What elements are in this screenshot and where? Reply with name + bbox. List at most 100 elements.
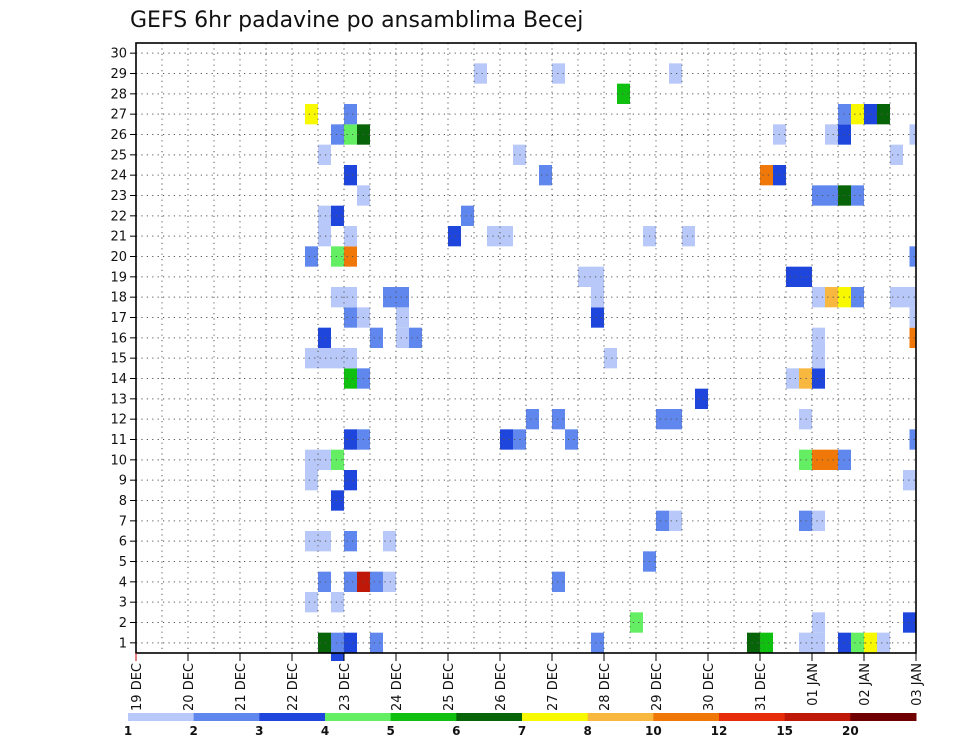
heatmap-cell [318,226,331,247]
heatmap-cell [799,632,812,653]
heatmap-cell [318,144,331,165]
heatmap-cell [909,307,916,328]
colorbar-segment [128,713,195,721]
y-tick-label: 2 [119,616,127,631]
y-tick-label: 16 [110,331,127,346]
colorbar-segment [850,713,917,721]
x-tick-label: 02 JAN [858,663,873,706]
heatmap-cell [383,571,396,592]
colorbar-label: 2 [189,724,197,738]
heatmap-cell [344,246,357,267]
x-tick-label: 29 DEC [650,663,665,711]
heatmap-cell [591,287,604,308]
heatmap-cell [851,185,864,206]
plot-frame [135,42,917,654]
heatmap-cell [331,449,344,470]
heatmap-cell [799,368,812,389]
y-axis: 1234567891011121314151617181920212223242… [110,47,136,651]
x-tick-label: 26 DEC [494,663,509,711]
x-tick-label: 24 DEC [390,663,405,711]
heatmap-cell [318,571,331,592]
chart-title: GEFS 6hr padavine po ansamblima Becej [130,8,583,33]
colorbar: 1 2 3 4 5 6 7 8 10 12 15 20 [124,713,917,738]
y-tick-label: 18 [110,291,127,306]
heatmap-cell [344,368,357,389]
x-axis: 19 DEC 20 DEC 21 DEC 22 DEC 23 DEC 24 DEC 25 D… [130,653,925,711]
heatmap-cell [565,429,578,450]
heatmap-cell [812,287,825,308]
heatmap-cell [812,632,825,653]
heatmap-cell [877,104,890,125]
heatmap-cell [591,632,604,653]
heatmap-cell [370,327,383,348]
heatmap-cell [396,327,409,348]
heatmap-cell [591,307,604,328]
colorbar-segment [456,713,523,721]
heatmap-cell [370,632,383,653]
heatmap-cell [799,449,812,470]
colorbar-segment [259,713,326,721]
heatmap-cell [344,165,357,186]
heatmap-cell [409,327,422,348]
heatmap-cell [591,266,604,287]
heatmap-cell [812,185,825,206]
y-tick-label: 11 [110,433,127,448]
heatmap-cell [812,449,825,470]
heatmap-cell [799,409,812,430]
x-tick-label: 22 DEC [286,663,301,711]
x-tick-label: 03 JAN [910,663,925,706]
heatmap-cell [909,429,916,450]
heatmap-cell [331,124,344,145]
y-tick-label: 13 [110,392,127,407]
colorbar-label: 20 [842,724,859,738]
x-tick-label: 31 DEC [754,663,769,711]
x-tick-label: 28 DEC [598,663,613,711]
heatmap-cell [305,531,318,552]
heatmap-cell [396,307,409,328]
y-tick-label: 23 [110,189,127,204]
y-tick-label: 10 [110,453,127,468]
y-tick-label: 1 [119,636,127,651]
heatmap-cell [370,571,383,592]
heatmap-cell [396,287,409,308]
heatmap-cell [552,409,565,430]
heatmap-cell [344,124,357,145]
heatmap-cell [604,348,617,369]
heatmap-cell [500,226,513,247]
heatmap-cell [331,490,344,511]
colorbar-segment [653,713,720,721]
y-tick-label: 22 [110,209,127,224]
y-tick-label: 19 [110,270,127,285]
y-tick-label: 26 [110,128,127,143]
heatmap-cell [344,429,357,450]
y-tick-label: 29 [110,67,127,82]
colorbar-segment [784,713,851,721]
heatmap-cell [344,104,357,125]
heatmap-cell [305,470,318,491]
heatmap-cell [474,63,487,84]
heatmap-cell [669,510,682,531]
heatmap-cell [331,205,344,226]
heatmap-cell [669,409,682,430]
y-tick-label: 27 [110,108,127,123]
y-tick-label: 14 [110,372,127,387]
heatmap-cell [305,348,318,369]
x-tick-label: 25 DEC [442,663,457,711]
heatmap-cell [903,470,916,491]
y-tick-label: 6 [119,535,127,550]
heatmap-cell [331,246,344,267]
heatmap-cell [799,266,812,287]
heatmap-cell [318,632,331,653]
heatmap-cell [305,592,318,613]
heatmap-cell [851,287,864,308]
y-tick-label: 21 [110,230,127,245]
heatmap-cell [344,531,357,552]
heatmap-cell [812,612,825,633]
heatmap-cell [318,348,331,369]
colorbar-segment [193,713,260,721]
colorbar-segment [522,713,589,721]
heatmap-cell [331,592,344,613]
heatmap-cell [344,470,357,491]
heatmap-cell [825,287,838,308]
